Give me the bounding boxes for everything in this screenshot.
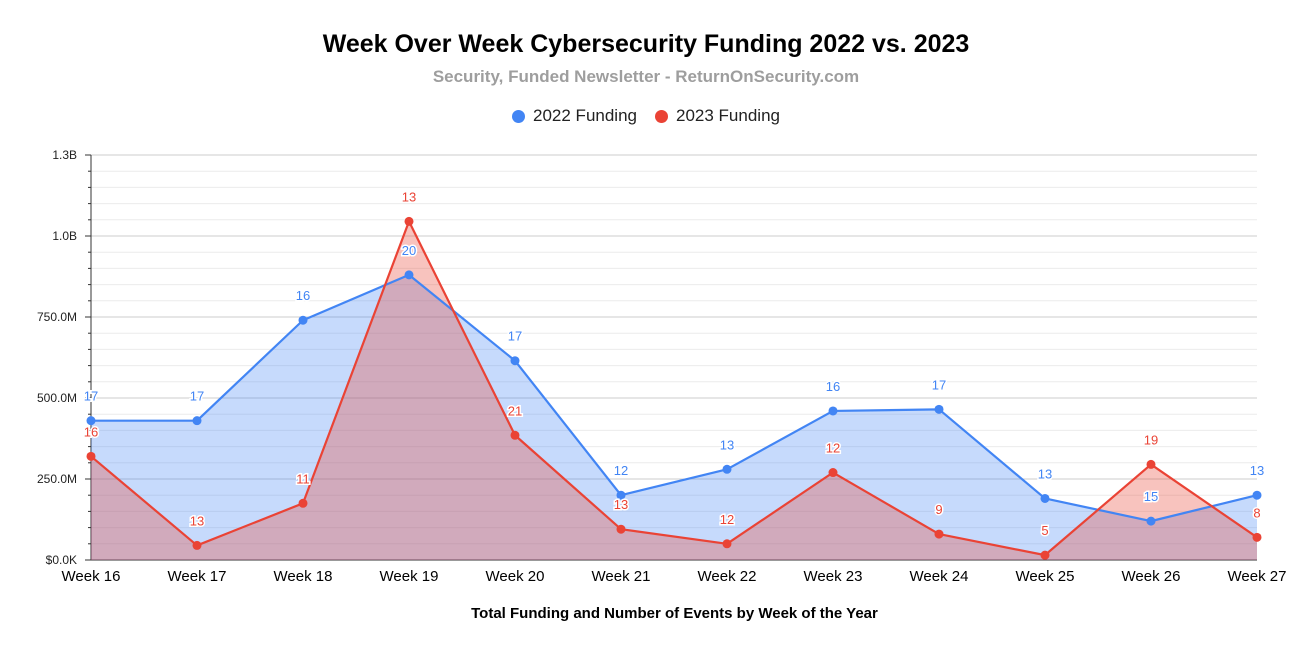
data-point-1 (616, 524, 626, 534)
y-tick-label: 1.0B (52, 229, 77, 243)
legend: 2022 Funding 2023 Funding (0, 106, 1292, 126)
data-label-1: 16 (84, 424, 98, 439)
chart-title: Week Over Week Cybersecurity Funding 202… (322, 30, 970, 58)
data-label-1: 21 (508, 403, 522, 418)
legend-item-2022[interactable]: 2022 Funding (512, 106, 637, 126)
series-line-1 (90, 220, 1258, 557)
data-label-0: 13 (1038, 466, 1052, 481)
y-tick-label: 750.0M (37, 310, 77, 324)
data-label-0: 20 (402, 243, 416, 258)
legend-label-2022: 2022 Funding (533, 106, 637, 125)
y-tick-label: 1.3B (52, 148, 77, 162)
x-tick-label: Week 22 (698, 568, 757, 585)
data-point-0 (934, 404, 944, 414)
data-point-0 (510, 356, 520, 366)
x-tick-label: Week 16 (62, 568, 121, 585)
data-point-1 (86, 451, 96, 461)
data-point-0 (404, 270, 414, 280)
data-label-1: 11 (296, 471, 310, 486)
x-tick-label: Week 17 (168, 568, 227, 585)
legend-item-2023[interactable]: 2023 Funding (655, 106, 780, 126)
data-label-1: 8 (1253, 505, 1260, 520)
data-label-0: 16 (296, 288, 310, 303)
x-tick-label: Week 25 (1016, 568, 1075, 585)
data-point-0 (86, 416, 96, 426)
data-point-1 (192, 540, 202, 550)
data-point-0 (1146, 516, 1156, 526)
data-label-0: 13 (720, 437, 734, 452)
chart-subtitle: Security, Funded Newsletter - ReturnOnSe… (432, 67, 860, 86)
x-tick-label: Week 23 (804, 568, 863, 585)
data-point-1 (404, 216, 414, 226)
x-tick-label: Week 26 (1122, 568, 1181, 585)
y-tick-label: 500.0M (37, 391, 77, 405)
y-tick-label: 250.0M (37, 472, 77, 486)
data-point-0 (722, 464, 732, 474)
series-area-1 (91, 221, 1257, 561)
data-point-1 (828, 468, 838, 478)
x-tick-label: Week 20 (486, 568, 545, 585)
data-point-0 (298, 315, 308, 325)
data-label-1: 13 (402, 189, 416, 204)
data-label-0: 17 (190, 389, 204, 404)
data-point-1 (1252, 532, 1262, 542)
data-label-0: 13 (1250, 463, 1264, 478)
data-label-0: 16 (826, 379, 840, 394)
x-tick-label: Week 18 (274, 568, 333, 585)
data-label-1: 5 (1041, 523, 1048, 538)
data-point-1 (1146, 459, 1156, 469)
data-label-1: 13 (190, 513, 204, 528)
x-tick-label: Week 24 (910, 568, 969, 585)
data-label-0: 12 (614, 463, 628, 478)
data-label-0: 17 (84, 389, 98, 404)
data-point-1 (934, 529, 944, 539)
data-label-0: 17 (508, 329, 522, 344)
x-axis-title: Total Funding and Number of Events by We… (471, 605, 878, 622)
x-tick-label: Week 19 (380, 568, 439, 585)
data-label-1: 13 (614, 497, 628, 512)
data-point-1 (722, 539, 732, 549)
data-point-0 (828, 406, 838, 416)
legend-marker-2022 (512, 109, 526, 123)
data-label-0: 15 (1144, 489, 1158, 504)
data-label-0: 17 (932, 377, 946, 392)
data-label-1: 12 (826, 441, 840, 456)
data-label-1: 19 (1144, 432, 1158, 447)
data-point-1 (298, 498, 308, 508)
data-label-1: 12 (720, 512, 734, 527)
series-line-0 (91, 273, 1258, 523)
data-point-0 (1252, 490, 1262, 500)
series-area-0 (91, 274, 1257, 560)
x-tick-label: Week 27 (1228, 568, 1287, 585)
data-point-0 (616, 490, 626, 500)
data-label-1: 9 (935, 502, 942, 517)
data-point-0 (1040, 493, 1050, 503)
legend-label-2023: 2023 Funding (676, 106, 780, 125)
legend-marker-2023 (655, 109, 668, 123)
x-tick-label: Week 21 (592, 568, 651, 585)
data-point-1 (1040, 550, 1050, 560)
y-tick-label: $0.0K (46, 553, 77, 567)
data-point-1 (510, 430, 520, 440)
data-point-0 (192, 416, 202, 426)
